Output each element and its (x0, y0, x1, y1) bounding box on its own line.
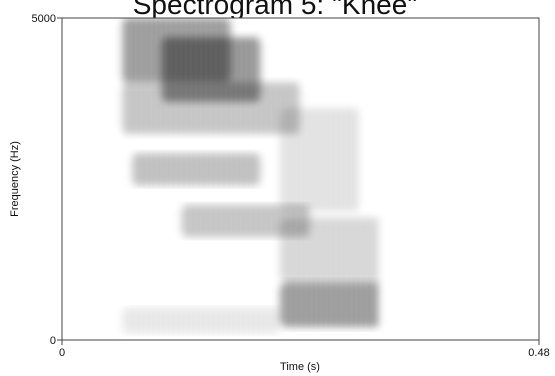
x-tick-label-max: 0.48 (528, 347, 549, 359)
y-tick-label-min: 0 (50, 335, 56, 347)
energy-region (280, 282, 380, 328)
energy-region (181, 204, 311, 237)
energy-region (131, 153, 261, 186)
chart-title: Spectrogram 5: "Knee" (133, 0, 417, 20)
x-tick-label-min: 0 (59, 347, 65, 359)
energy-region (280, 217, 380, 282)
plot-frame (61, 17, 540, 341)
energy-region (280, 108, 361, 212)
energy-regions (121, 18, 380, 334)
energy-region (121, 307, 281, 334)
x-axis-label: Time (s) (280, 361, 320, 373)
y-axis-label: Frequency (Hz) (9, 141, 21, 217)
y-tick-label-max: 5000 (32, 13, 56, 25)
energy-region (121, 82, 301, 134)
